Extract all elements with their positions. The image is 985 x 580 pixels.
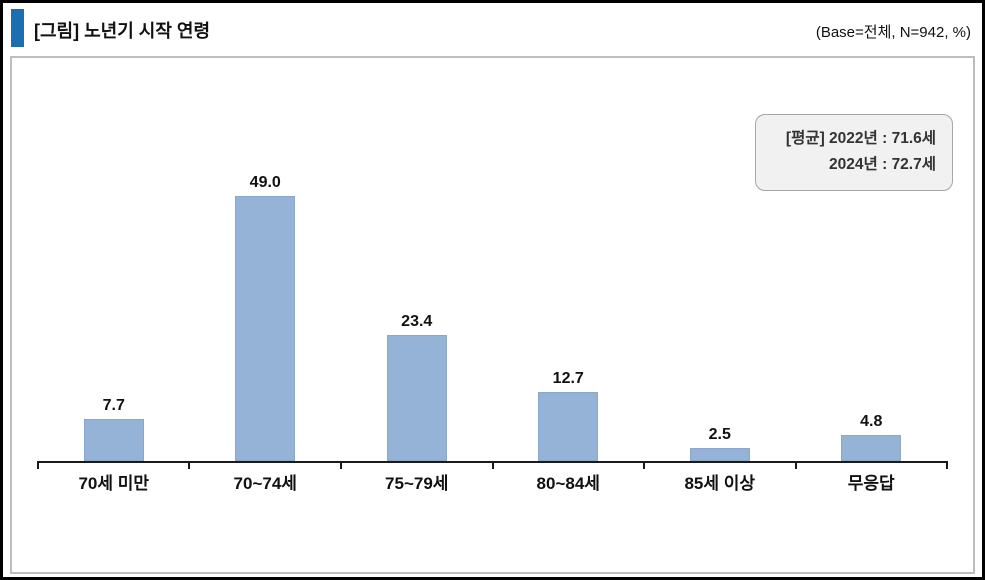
category-label: 85세 이상	[684, 474, 756, 493]
category-label: 70세 미만	[78, 474, 150, 493]
axis-tick	[491, 461, 494, 469]
category-label: 80~84세	[536, 474, 600, 493]
axis-tick	[339, 461, 342, 469]
base-info: (Base=전체, N=942, %)	[815, 24, 971, 41]
plot-area: 7.7 49.0 23.4 12.7 2.5 4.8	[37, 58, 948, 469]
x-axis-labels: 70세 미만 70~74세 75~79세 80~84세 85세 이상 무응답	[38, 469, 947, 494]
bar-column: 12.7	[493, 58, 645, 461]
bar-value-label: 4.8	[860, 413, 883, 431]
category-label: 75~79세	[385, 474, 449, 493]
bar-value-label: 23.4	[401, 312, 433, 330]
average-annotation-box: [평균] 2022년 : 71.6세 2024년 : 72.7세	[755, 114, 953, 191]
bar	[83, 419, 144, 461]
axis-tick	[642, 461, 645, 469]
chart-panel: [평균] 2022년 : 71.6세 2024년 : 72.7세 7.7 49.0…	[10, 56, 975, 574]
axis-tick	[946, 461, 948, 469]
bar-column: 2.5	[644, 58, 796, 461]
bar	[235, 196, 296, 461]
axis-tick	[37, 461, 39, 469]
category-label: 무응답	[847, 474, 895, 493]
bar-column: 4.8	[796, 58, 948, 461]
bar-value-label: 7.7	[102, 397, 125, 415]
bar-column: 23.4	[341, 58, 493, 461]
average-line-2022: [평균] 2022년 : 71.6세	[785, 130, 936, 147]
bar	[689, 447, 750, 461]
bar-column: 49.0	[190, 58, 342, 461]
bar	[841, 435, 902, 461]
average-line-2024: 2024년 : 72.7세	[829, 156, 936, 174]
bar-chart: 7.7 49.0 23.4 12.7 2.5 4.8 70세 미만 70~74세 75~79세…	[37, 58, 948, 558]
header: [그림] 노년기 시작 연령 (Base=전체, N=942, %)	[3, 3, 982, 56]
category-label: 70~74세	[233, 474, 297, 493]
figure-title: [그림] 노년기 시작 연령	[34, 21, 211, 41]
title-accent-bar	[11, 9, 24, 47]
bar-column: 7.7	[38, 58, 190, 461]
bar-value-label: 12.7	[552, 370, 584, 388]
axis-tick	[188, 461, 191, 469]
axis-tick	[794, 461, 797, 469]
bar-value-label: 49.0	[249, 174, 281, 192]
bar-value-label: 2.5	[708, 425, 731, 443]
bar	[386, 334, 447, 461]
bar	[538, 392, 599, 461]
